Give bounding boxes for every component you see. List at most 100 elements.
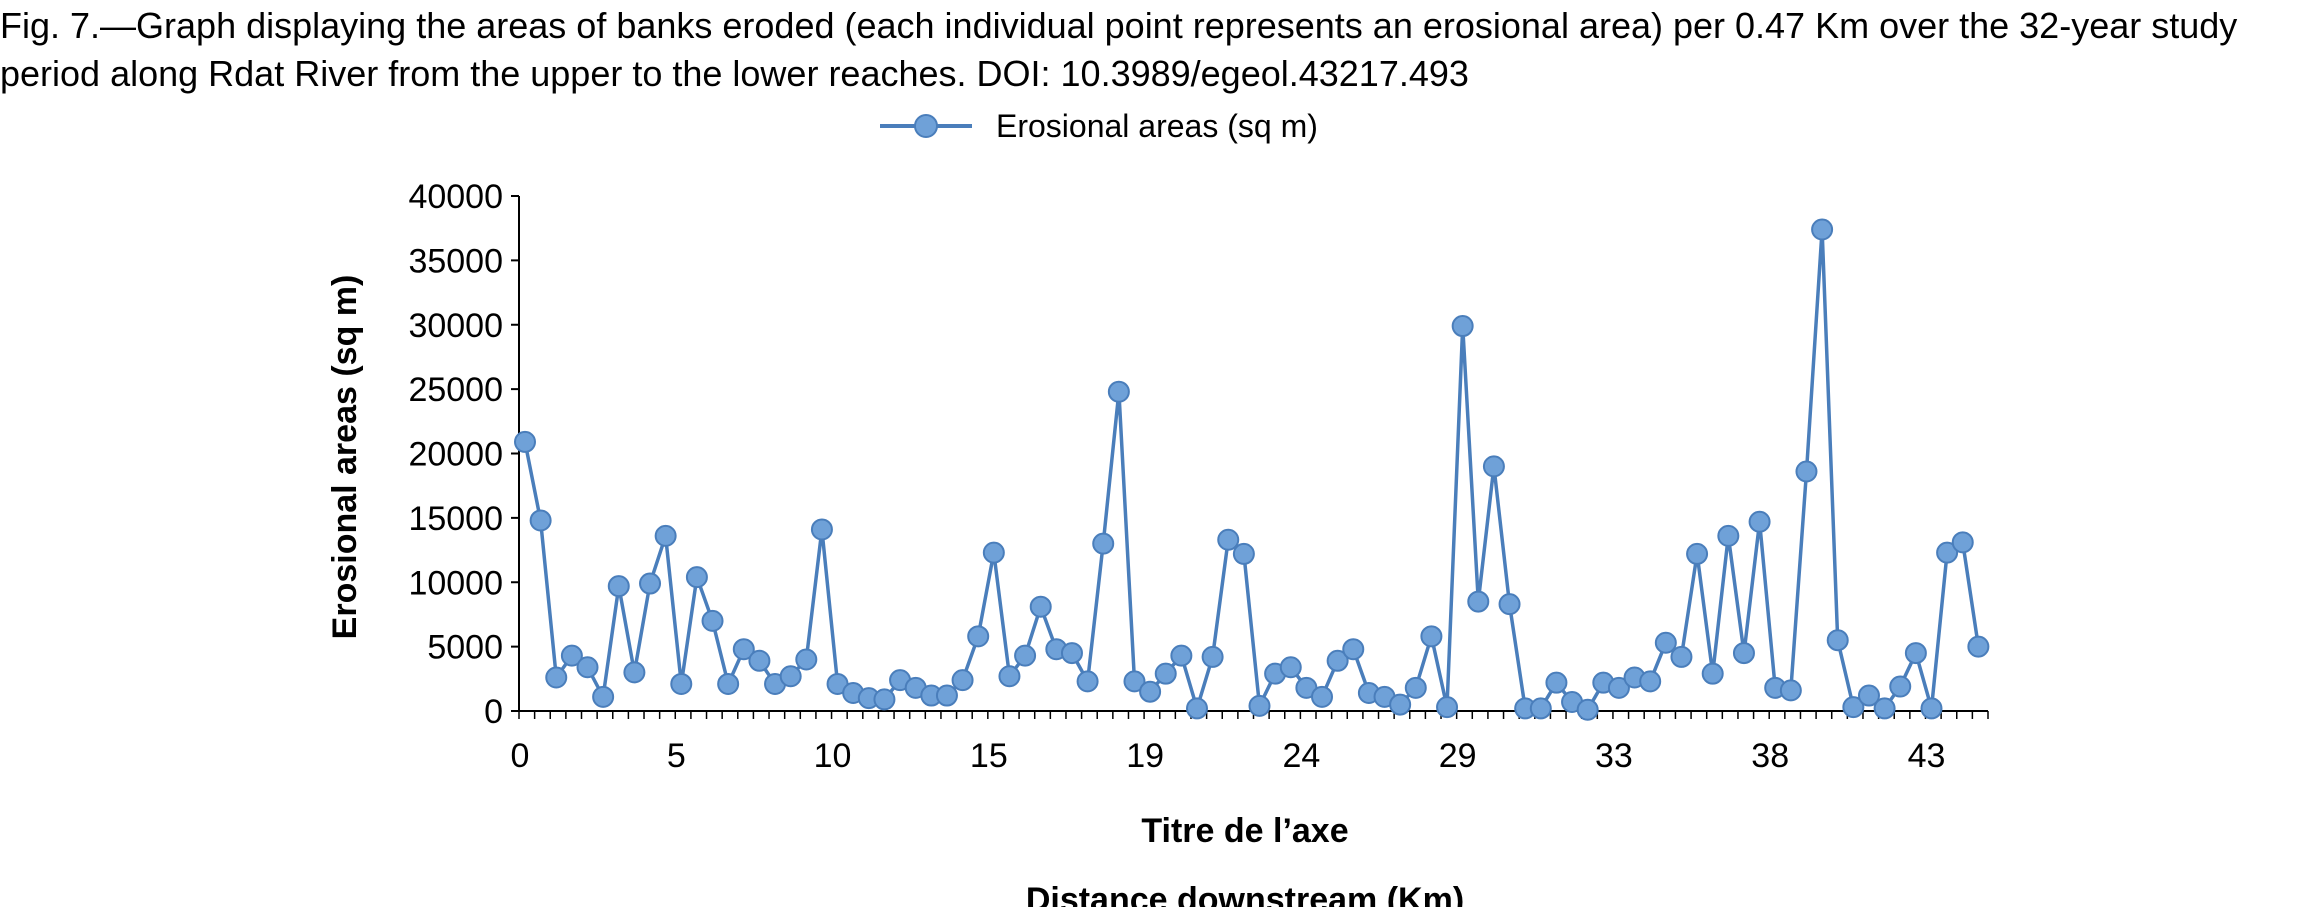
y-tick-label: 5000 <box>427 629 503 667</box>
data-point <box>670 672 693 695</box>
data-point <box>1498 593 1521 616</box>
data-point <box>967 625 990 648</box>
data-point <box>1686 542 1709 565</box>
data-point <box>639 572 662 595</box>
data-point <box>1029 595 1052 618</box>
x-tick-label: 43 <box>1908 737 1946 775</box>
data-point <box>1389 693 1412 716</box>
data-point <box>701 609 724 632</box>
y-tick-label: 40000 <box>408 178 503 216</box>
data-point <box>576 656 599 679</box>
y-tick-label: 25000 <box>408 371 503 409</box>
data-point <box>1420 625 1443 648</box>
x-tick-label: 33 <box>1595 737 1633 775</box>
data-point <box>1639 670 1662 693</box>
data-point <box>1076 670 1099 693</box>
y-tick-label: 30000 <box>408 307 503 345</box>
data-point <box>1904 642 1927 665</box>
data-point <box>514 430 536 453</box>
data-point <box>1654 631 1677 654</box>
data-point <box>1107 380 1130 403</box>
y-tick-label: 10000 <box>408 564 503 602</box>
data-point <box>951 669 974 692</box>
data-point <box>935 684 958 707</box>
data-point <box>545 666 568 689</box>
data-point <box>1217 528 1240 551</box>
data-point <box>1436 696 1459 719</box>
data-point <box>529 509 552 532</box>
y-axis-title: Erosional areas (sq m) <box>326 275 364 640</box>
data-point <box>1279 656 1302 679</box>
y-tick-label: 20000 <box>408 436 503 474</box>
x-tick-label: 10 <box>814 737 852 775</box>
x-tick-label: 38 <box>1751 737 1789 775</box>
x-axis-title: Titre de l’axe <box>1141 812 1348 850</box>
data-point <box>732 638 755 661</box>
data-point <box>685 566 708 589</box>
data-point <box>1779 679 1802 702</box>
data-point <box>1326 649 1349 672</box>
data-point <box>623 661 646 684</box>
data-point <box>779 665 802 688</box>
data-point <box>1826 629 1849 652</box>
data-point <box>810 518 833 541</box>
data-point <box>1811 218 1834 241</box>
data-point <box>1123 670 1146 693</box>
data-point <box>607 575 630 598</box>
data-point <box>1311 685 1334 708</box>
y-tick-label: 0 <box>484 693 503 731</box>
data-point <box>982 541 1005 564</box>
data-point <box>1201 645 1224 668</box>
data-point <box>1545 671 1568 694</box>
data-point <box>1920 697 1943 720</box>
data-point <box>1889 675 1912 698</box>
data-point <box>1701 662 1724 685</box>
data-point <box>1451 315 1474 338</box>
data-point <box>1748 510 1771 533</box>
x-tick-label: 0 <box>511 737 530 775</box>
data-point <box>1404 676 1427 699</box>
data-point <box>1936 541 1959 564</box>
y-axis: 0 5000 10000 15000 20000 25000 30000 35000 40000 <box>408 178 520 731</box>
data-point <box>1342 638 1365 661</box>
data-point <box>1873 697 1896 720</box>
x-axis-subtitle: Distance downstream (Km) <box>1026 881 1464 907</box>
legend: Erosional areas (sq m) <box>880 108 1318 144</box>
data-point <box>1529 697 1552 720</box>
data-point <box>1576 698 1599 721</box>
y-tick-label: 15000 <box>408 500 503 538</box>
data-point <box>1795 460 1818 483</box>
data-point <box>1842 696 1865 719</box>
data-point <box>1482 455 1505 478</box>
x-tick-label: 19 <box>1126 737 1164 775</box>
data-point <box>1732 642 1755 665</box>
data-point <box>1951 531 1974 554</box>
data-point <box>1060 642 1083 665</box>
data-point <box>998 665 1021 688</box>
x-tick-label: 24 <box>1282 737 1320 775</box>
legend-marker-swatch <box>914 114 938 138</box>
plot-area <box>514 218 1990 721</box>
data-point <box>1154 662 1177 685</box>
data-point <box>592 685 615 708</box>
data-point <box>1670 645 1693 668</box>
legend-label: Erosional areas (sq m) <box>996 108 1318 144</box>
x-tick-label: 5 <box>667 737 686 775</box>
data-point <box>1717 524 1740 547</box>
x-tick-label: 29 <box>1439 737 1477 775</box>
data-point <box>560 644 583 667</box>
data-point <box>654 524 677 547</box>
data-point <box>1139 680 1162 703</box>
x-tick-label: 15 <box>970 737 1008 775</box>
data-point <box>795 648 818 671</box>
data-point <box>1607 676 1630 699</box>
y-tick-label: 35000 <box>408 242 503 280</box>
data-point <box>1092 532 1115 555</box>
data-point <box>1967 635 1990 658</box>
x-axis: 0 5 10 15 19 24 29 33 38 43 <box>511 710 1989 775</box>
series-line <box>523 227 1981 712</box>
data-point <box>1467 590 1490 613</box>
data-point <box>1014 644 1037 667</box>
data-point <box>873 688 896 711</box>
